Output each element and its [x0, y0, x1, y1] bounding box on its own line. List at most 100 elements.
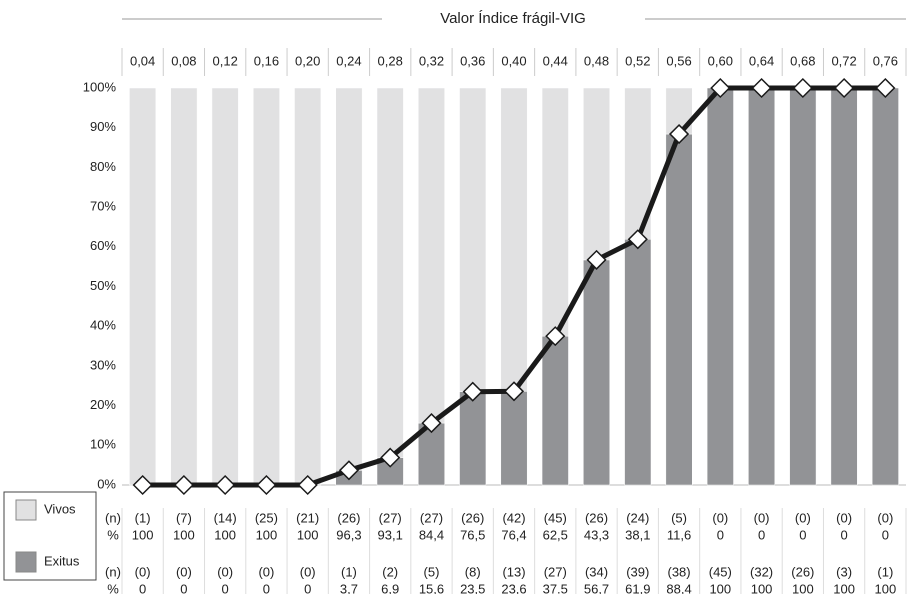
count-label: (0)	[795, 510, 811, 525]
value-label: 23,5	[460, 581, 485, 594]
bar-segment	[459, 391, 487, 486]
count-label: (0)	[712, 510, 728, 525]
line-marker	[792, 77, 813, 99]
bar-segment	[830, 87, 858, 486]
bar-segment	[418, 87, 445, 424]
line-marker	[338, 460, 360, 481]
count-label: (0)	[877, 510, 893, 525]
bar-segment	[541, 335, 569, 486]
count-label: (2)	[382, 564, 398, 579]
bar-segment	[706, 87, 734, 486]
line-marker	[586, 249, 607, 270]
y-tick-label: 10%	[90, 437, 116, 452]
legend-frame	[3, 491, 97, 581]
count-label: (8)	[465, 564, 481, 579]
count-label: (38)	[667, 564, 690, 579]
value-label: 100	[751, 581, 773, 594]
row-label: (n)	[105, 510, 121, 525]
bar-segment	[170, 87, 198, 486]
count-label: (5)	[671, 510, 687, 525]
value-label: 100	[709, 581, 731, 594]
legend-label: Vivos	[44, 501, 76, 516]
y-tick-label: 20%	[90, 397, 116, 412]
value-label: 0	[180, 581, 187, 594]
bar-segment	[294, 87, 322, 486]
x-tick-label: 0,16	[254, 53, 279, 68]
count-label: (21)	[296, 510, 319, 525]
count-label: (39)	[626, 564, 649, 579]
x-tick-label: 0,40	[501, 53, 526, 68]
value-label: 38,1	[625, 527, 650, 542]
count-label: (0)	[300, 564, 316, 579]
count-label: (0)	[135, 564, 151, 579]
value-label: 100	[792, 581, 814, 594]
value-label: 15,6	[419, 581, 444, 594]
count-label: (26)	[585, 510, 608, 525]
value-label: 93,1	[378, 527, 403, 542]
count-label: (3)	[836, 564, 852, 579]
bar-segment	[129, 87, 157, 486]
count-label: (0)	[176, 564, 192, 579]
count-label: (24)	[626, 510, 649, 525]
count-label: (14)	[214, 510, 237, 525]
count-label: (26)	[791, 564, 814, 579]
value-label: 62,5	[543, 527, 568, 542]
line-marker	[627, 229, 648, 250]
line-marker	[710, 77, 731, 99]
legend-swatch	[15, 499, 37, 521]
value-label: 88,4	[666, 581, 691, 594]
bar-segment	[624, 239, 652, 486]
value-label: 100	[297, 527, 319, 542]
line-marker	[462, 381, 483, 402]
value-label: 100	[132, 527, 154, 542]
x-tick-label: 0,72	[831, 53, 856, 68]
count-label: (34)	[585, 564, 608, 579]
value-label: 0	[263, 581, 270, 594]
value-label: 0	[222, 581, 229, 594]
y-tick-label: 90%	[90, 119, 116, 134]
y-tick-label: 30%	[90, 357, 116, 372]
line-marker	[834, 77, 855, 99]
count-label: (27)	[420, 510, 443, 525]
legend-label: Exitus	[44, 553, 80, 568]
line-marker	[875, 77, 896, 99]
count-label: (5)	[424, 564, 440, 579]
value-label: 11,6	[667, 527, 691, 542]
value-label: 37.5	[543, 581, 568, 594]
x-tick-label: 0,44	[543, 53, 568, 68]
value-label: 56,7	[584, 581, 609, 594]
x-tick-label: 0,60	[708, 53, 733, 68]
x-tick-label: 0,68	[790, 53, 815, 68]
value-label: 100	[256, 527, 278, 542]
x-tick-label: 0,04	[130, 53, 155, 68]
count-label: (0)	[258, 564, 274, 579]
count-label: (45)	[544, 510, 567, 525]
bar-segment	[500, 87, 528, 392]
line-marker	[421, 413, 442, 434]
line-marker	[751, 77, 772, 99]
value-label: 0	[758, 527, 765, 542]
value-label: 6,9	[381, 581, 399, 594]
legend-swatch	[15, 551, 37, 573]
count-label: (13)	[502, 564, 525, 579]
value-label: 100	[173, 527, 195, 542]
x-tick-label: 0,28	[378, 53, 403, 68]
count-label: (27)	[379, 510, 402, 525]
count-label: (1)	[341, 564, 357, 579]
count-label: (42)	[502, 510, 525, 525]
value-label: 96,3	[336, 527, 361, 542]
count-label: (25)	[255, 510, 278, 525]
line-marker	[503, 381, 525, 402]
y-tick-label: 80%	[90, 159, 116, 174]
bar-segment	[583, 87, 610, 261]
row-label: %	[107, 581, 119, 594]
x-tick-label: 0,52	[625, 53, 650, 68]
y-tick-label: 70%	[90, 199, 116, 214]
bar-segment	[541, 87, 569, 337]
count-label: (7)	[176, 510, 192, 525]
y-tick-label: 60%	[90, 238, 116, 253]
x-tick-label: 0,32	[419, 53, 444, 68]
value-label: 0	[840, 527, 847, 542]
y-tick-label: 0%	[97, 476, 116, 491]
value-label: 0	[304, 581, 311, 594]
